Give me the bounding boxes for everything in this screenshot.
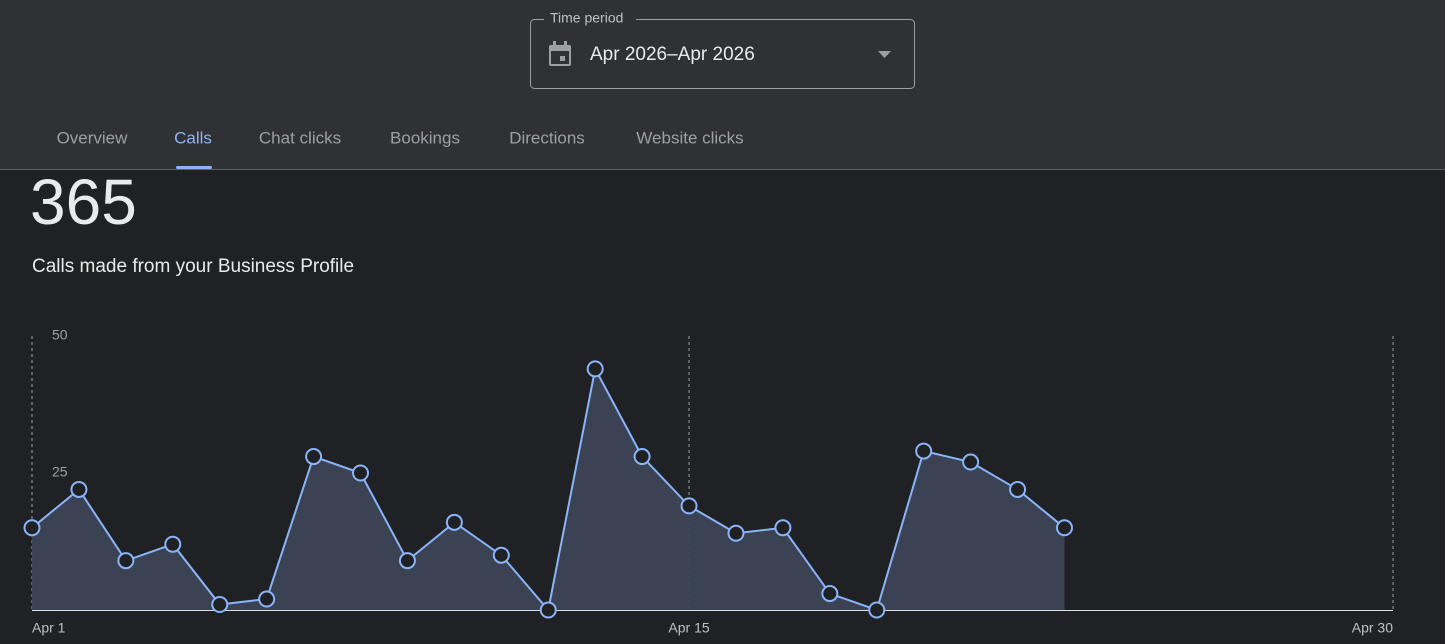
tab[interactable]: Bookings xyxy=(390,128,460,147)
tab[interactable]: Directions xyxy=(509,128,585,147)
total-value: 365 xyxy=(30,166,137,238)
calendar-icon xyxy=(549,41,571,66)
data-point xyxy=(680,497,698,515)
data-point xyxy=(258,590,276,608)
y-tick-label: 25 xyxy=(52,464,68,480)
data-point xyxy=(586,360,604,378)
chart-subtitle: Calls made from your Business Profile xyxy=(32,256,354,277)
area-fill xyxy=(32,368,1065,610)
data-point xyxy=(117,552,135,570)
y-tick-label: 50 xyxy=(52,327,68,343)
tab[interactable]: Chat clicks xyxy=(259,128,341,147)
time-period-select[interactable] xyxy=(530,19,915,89)
x-tick-label: Apr 15 xyxy=(668,620,709,636)
data-point xyxy=(633,448,651,466)
data-point xyxy=(539,601,557,619)
data-point xyxy=(492,546,510,564)
data-point xyxy=(821,585,839,603)
tab[interactable]: Website clicks xyxy=(636,128,743,147)
data-point xyxy=(1055,519,1073,537)
tab-indicator xyxy=(176,166,212,169)
label-gap xyxy=(544,12,636,26)
tab[interactable]: Overview xyxy=(57,128,129,147)
time-period-value: Apr 2026–Apr 2026 xyxy=(590,44,755,65)
time-period-label: Time period xyxy=(550,10,623,26)
data-point xyxy=(445,513,463,531)
data-point xyxy=(70,480,88,498)
data-point xyxy=(23,519,41,537)
tab-active[interactable]: Calls xyxy=(174,128,212,147)
data-point xyxy=(352,464,370,482)
data-point xyxy=(915,442,933,460)
data-point xyxy=(211,596,229,614)
data-point xyxy=(727,524,745,542)
dropdown-arrow[interactable] xyxy=(878,51,891,58)
header xyxy=(0,0,1445,169)
x-tick-label: Apr 1 xyxy=(32,620,66,636)
data-point xyxy=(164,535,182,553)
data-point xyxy=(774,519,792,537)
data-point xyxy=(305,448,323,466)
data-point xyxy=(1009,480,1027,498)
x-tick-label: Apr 30 xyxy=(1352,620,1393,636)
data-point xyxy=(962,453,980,471)
data-point xyxy=(398,552,416,570)
data-point xyxy=(868,601,886,619)
